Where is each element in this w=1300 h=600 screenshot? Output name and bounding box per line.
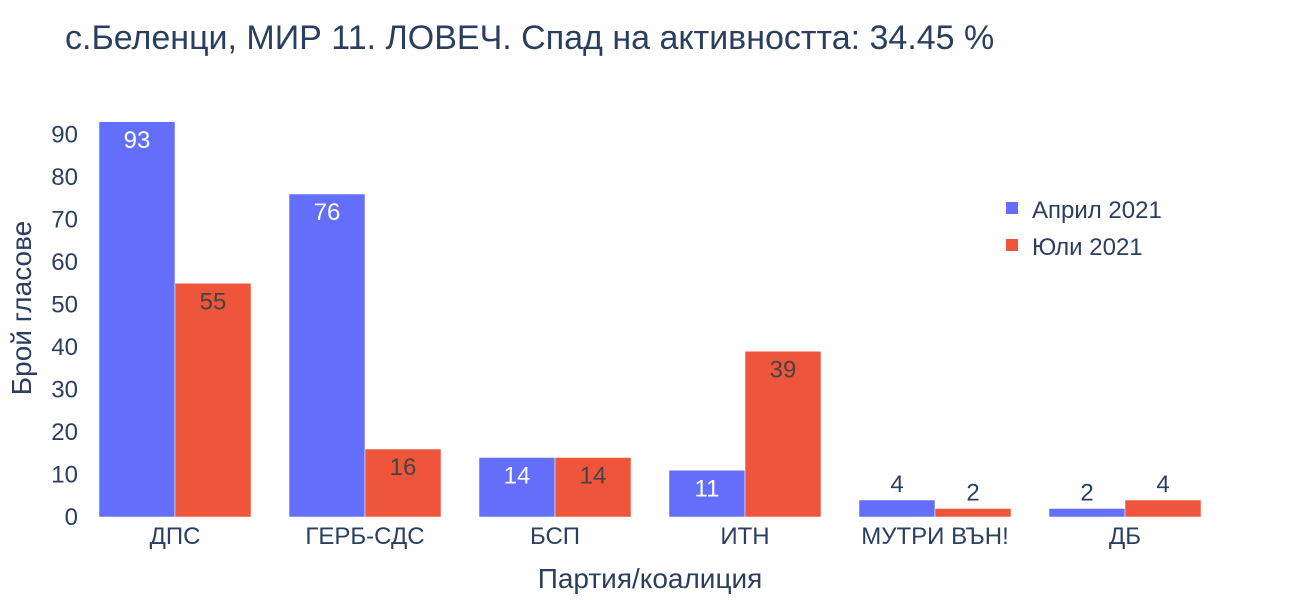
x-axis: ДПС ГЕРБ-СДС БСП ИТН МУТРИ ВЪН! ДБ: [150, 523, 1141, 550]
y-tick-label: 80: [51, 164, 78, 191]
bar: [858, 499, 936, 518]
x-tick-label: ДБ: [1109, 523, 1141, 550]
bar-value-label: 11: [695, 475, 720, 502]
bar-value-label: 55: [200, 288, 227, 315]
legend-label: Юли 2021: [1032, 234, 1143, 261]
bar: [174, 283, 252, 518]
y-axis-title: Брой гласове: [6, 221, 37, 395]
y-axis: 0 10 20 30 40 50 60 70 80 90: [51, 122, 78, 532]
bar: [554, 457, 632, 518]
legend: Април 2021 Юли 2021: [1006, 197, 1162, 261]
y-tick-label: 70: [51, 207, 78, 234]
y-tick-label: 40: [51, 334, 78, 361]
y-tick-label: 50: [51, 292, 78, 319]
bar: [288, 193, 366, 518]
legend-swatch: [1006, 239, 1018, 251]
bar-value-label: 93: [124, 127, 151, 154]
bar-value-label: 4: [1156, 471, 1169, 498]
bar-value-label: 2: [966, 480, 979, 507]
bar-value-label: 76: [314, 199, 341, 226]
legend-label: Април 2021: [1032, 197, 1162, 224]
bar: [744, 351, 822, 518]
bar: [934, 508, 1012, 518]
bar-value-label: 2: [1080, 480, 1093, 507]
chart-title: с.Беленци, МИР 11. ЛОВЕЧ. Спад на активн…: [65, 19, 994, 57]
bar: [364, 448, 442, 518]
bar: [668, 470, 746, 518]
x-tick-label: ИТН: [720, 523, 769, 550]
plot-area: 93 55 76 16 14 14 11 39 4 2 2 4: [98, 121, 1202, 518]
bar-value-label: 14: [504, 463, 531, 490]
bar-value-label: 16: [390, 454, 417, 481]
x-tick-label: ГЕРБ-СДС: [305, 523, 424, 550]
x-tick-label: БСП: [530, 523, 580, 550]
y-tick-label: 20: [51, 419, 78, 446]
y-tick-label: 0: [65, 504, 78, 531]
x-tick-label: ДПС: [150, 523, 201, 550]
y-tick-label: 10: [51, 462, 78, 489]
bar: [98, 121, 176, 518]
y-tick-label: 30: [51, 377, 78, 404]
bar: [1124, 499, 1202, 518]
bar: [1048, 508, 1126, 518]
bar: [478, 457, 556, 518]
y-tick-label: 90: [51, 122, 78, 149]
x-tick-label: МУТРИ ВЪН!: [861, 523, 1008, 550]
x-axis-title: Партия/коалиция: [538, 563, 763, 594]
bar-value-label: 39: [770, 356, 797, 383]
y-tick-label: 60: [51, 249, 78, 276]
bar-value-label: 14: [580, 463, 607, 490]
legend-swatch: [1006, 202, 1018, 214]
bar-value-label: 4: [890, 471, 903, 498]
